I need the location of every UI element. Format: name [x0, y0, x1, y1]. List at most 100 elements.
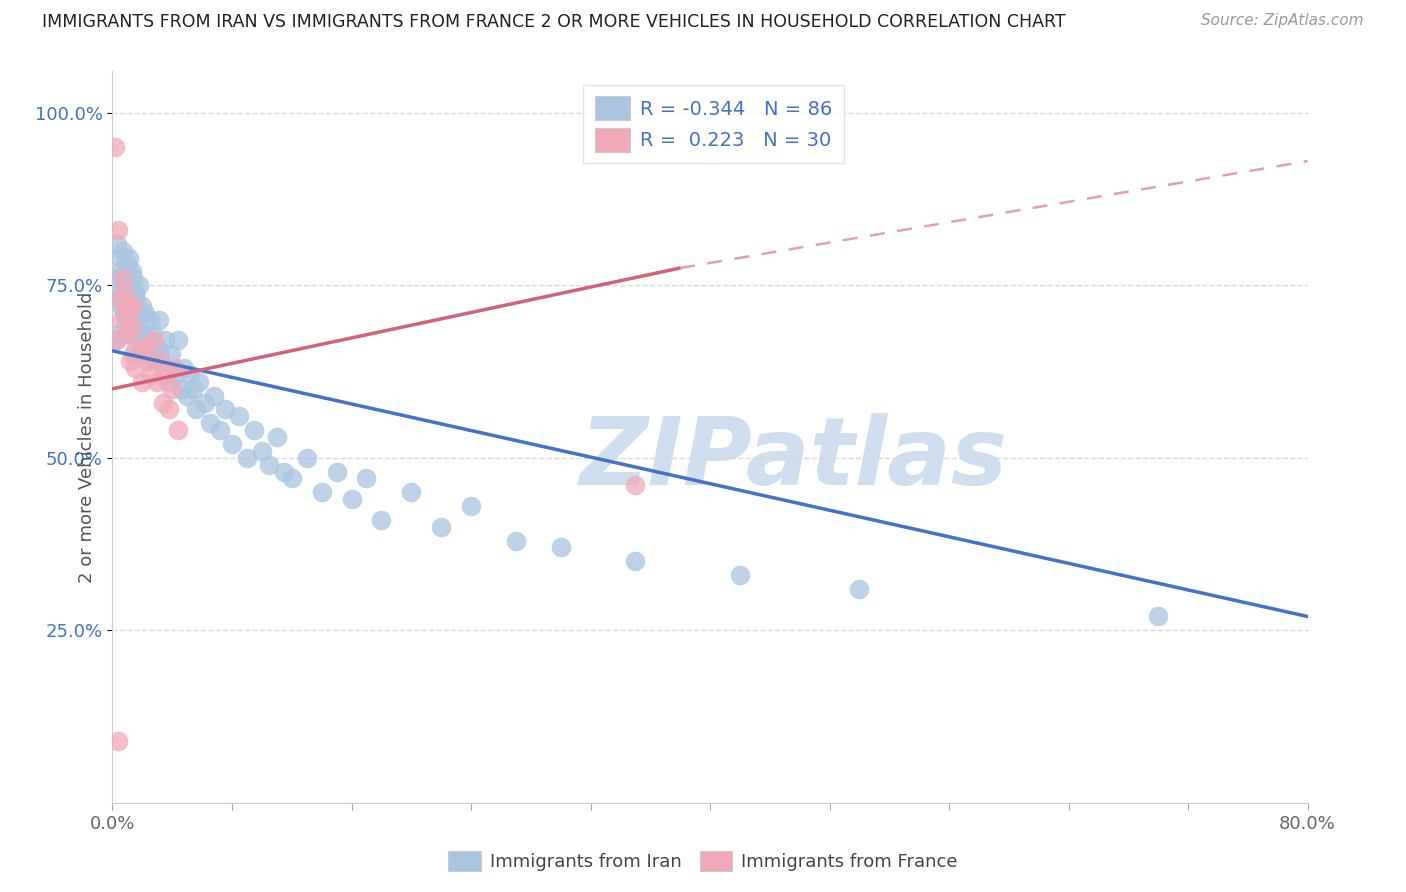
- Point: [134, 306, 156, 320]
- Point: [108, 292, 131, 306]
- Point: [138, 354, 160, 368]
- Point: [122, 271, 145, 285]
- Point: [152, 361, 174, 376]
- Point: [167, 334, 190, 348]
- Point: [104, 140, 127, 154]
- Point: [149, 354, 172, 368]
- Legend: R = -0.344   N = 86, R =  0.223   N = 30: R = -0.344 N = 86, R = 0.223 N = 30: [583, 85, 844, 163]
- Text: IMMIGRANTS FROM IRAN VS IMMIGRANTS FROM FRANCE 2 OR MORE VEHICLES IN HOUSEHOLD C: IMMIGRANTS FROM IRAN VS IMMIGRANTS FROM …: [42, 13, 1066, 31]
- Point: [121, 319, 143, 334]
- Point: [127, 306, 149, 320]
- Point: [107, 271, 129, 285]
- Point: [281, 471, 304, 485]
- Point: [134, 340, 156, 354]
- Point: [110, 299, 132, 313]
- Point: [131, 375, 153, 389]
- Point: [118, 306, 141, 320]
- Point: [340, 492, 363, 507]
- Point: [115, 312, 138, 326]
- Point: [117, 258, 139, 272]
- Point: [228, 409, 250, 424]
- Point: [624, 554, 647, 568]
- Point: [162, 382, 183, 396]
- Point: [129, 340, 152, 354]
- Point: [142, 326, 165, 341]
- Point: [107, 223, 129, 237]
- Point: [243, 423, 266, 437]
- Point: [311, 485, 333, 500]
- Point: [186, 402, 208, 417]
- Point: [115, 285, 138, 300]
- Point: [110, 264, 132, 278]
- Point: [105, 334, 128, 348]
- Point: [143, 354, 166, 368]
- Point: [139, 312, 162, 326]
- Point: [107, 326, 129, 341]
- Point: [165, 361, 187, 376]
- Point: [128, 347, 150, 361]
- Point: [181, 382, 204, 396]
- Point: [198, 417, 221, 431]
- Point: [167, 423, 190, 437]
- Point: [121, 264, 143, 278]
- Point: [202, 389, 225, 403]
- Point: [114, 271, 135, 285]
- Point: [146, 375, 169, 389]
- Point: [356, 471, 378, 485]
- Point: [115, 299, 138, 313]
- Point: [135, 334, 157, 348]
- Point: [152, 395, 174, 409]
- Point: [370, 513, 392, 527]
- Text: Source: ZipAtlas.com: Source: ZipAtlas.com: [1201, 13, 1364, 29]
- Point: [120, 278, 142, 293]
- Point: [221, 437, 243, 451]
- Point: [153, 334, 176, 348]
- Point: [117, 326, 139, 341]
- Point: [104, 334, 127, 348]
- Point: [111, 278, 134, 293]
- Point: [128, 278, 150, 293]
- Point: [111, 271, 134, 285]
- Point: [122, 299, 145, 313]
- Point: [121, 299, 143, 313]
- Point: [120, 326, 142, 341]
- Point: [117, 292, 139, 306]
- Text: ZIPatlas: ZIPatlas: [579, 413, 1008, 505]
- Point: [132, 326, 155, 341]
- Point: [505, 533, 527, 548]
- Point: [273, 465, 295, 479]
- Point: [118, 251, 141, 265]
- Point: [111, 244, 134, 258]
- Point: [114, 285, 135, 300]
- Y-axis label: 2 or more Vehicles in Household: 2 or more Vehicles in Household: [77, 292, 96, 582]
- Point: [155, 368, 177, 382]
- Point: [124, 361, 146, 376]
- Point: [550, 541, 572, 555]
- Point: [209, 423, 232, 437]
- Point: [624, 478, 647, 492]
- Point: [148, 312, 170, 326]
- Point: [128, 319, 150, 334]
- Point: [131, 299, 153, 313]
- Point: [124, 312, 146, 326]
- Point: [194, 395, 217, 409]
- Point: [105, 292, 128, 306]
- Point: [295, 450, 318, 465]
- Point: [108, 251, 131, 265]
- Point: [149, 347, 172, 361]
- Point: [125, 340, 148, 354]
- Point: [105, 236, 128, 251]
- Point: [188, 375, 211, 389]
- Point: [179, 368, 201, 382]
- Point: [141, 368, 163, 382]
- Point: [266, 430, 288, 444]
- Legend: Immigrants from Iran, Immigrants from France: Immigrants from Iran, Immigrants from Fr…: [441, 844, 965, 879]
- Point: [848, 582, 870, 596]
- Point: [110, 312, 132, 326]
- Point: [728, 568, 751, 582]
- Point: [165, 368, 187, 382]
- Point: [143, 334, 166, 348]
- Point: [325, 465, 347, 479]
- Point: [250, 443, 273, 458]
- Point: [1147, 609, 1170, 624]
